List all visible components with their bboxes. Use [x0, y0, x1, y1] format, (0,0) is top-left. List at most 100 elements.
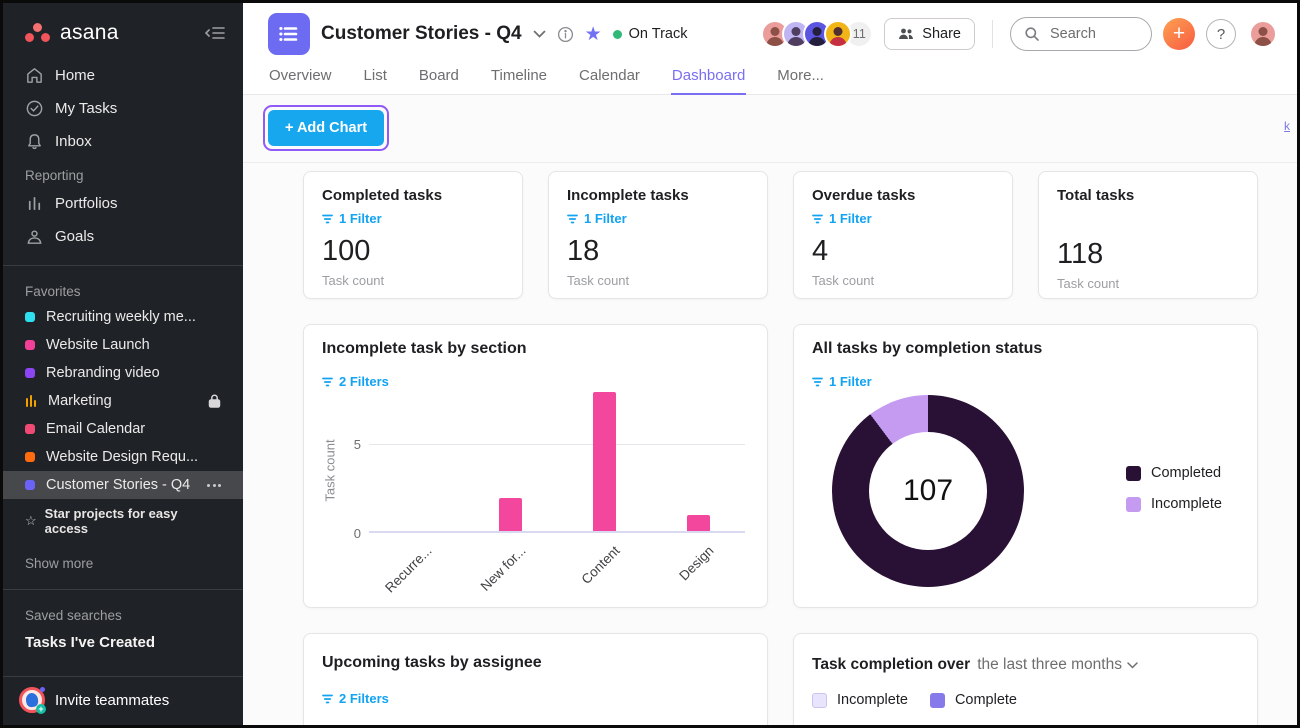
card-title: Total tasks — [1057, 187, 1135, 204]
x-tick-label: Design — [676, 543, 717, 584]
add-chart-button[interactable]: + Add Chart — [268, 110, 385, 146]
info-icon[interactable] — [557, 26, 574, 43]
search-box[interactable] — [1010, 17, 1152, 51]
sidebar-item-label: Portfolios — [55, 195, 118, 212]
sidebar-item-portfolios[interactable]: Portfolios — [3, 187, 243, 220]
saved-searches-label: Saved searches — [25, 608, 122, 623]
saved-search-tasks-created[interactable]: Tasks I've Created — [25, 634, 156, 651]
stat-card-completed: Completed tasks 1 Filter 100 Task count — [303, 171, 523, 299]
favorite-item-website-launch[interactable]: Website Launch — [3, 331, 243, 359]
legend-swatch — [812, 692, 827, 708]
search-input[interactable] — [1048, 25, 1138, 43]
chart-title: Upcoming tasks by assignee — [322, 654, 542, 671]
project-icon[interactable] — [268, 13, 310, 55]
tab-overview[interactable]: Overview — [269, 67, 332, 84]
star-outline-icon: ☆ — [25, 513, 37, 528]
filter-icon — [812, 377, 823, 386]
bar[interactable] — [687, 515, 710, 533]
donut-ring[interactable]: 107 — [832, 395, 1024, 587]
sidebar-item-label: Inbox — [55, 133, 92, 150]
stat-unit: Task count — [322, 273, 385, 288]
stat-value: 118 — [1057, 238, 1104, 270]
project-color-dot — [25, 480, 35, 490]
donut-chart-card: All tasks by completion status 1 Filter … — [793, 324, 1258, 608]
status-badge[interactable]: On Track — [612, 26, 688, 42]
user-avatar[interactable] — [1249, 20, 1277, 48]
legend-item: Incomplete — [1126, 496, 1222, 512]
tab-more[interactable]: More... — [777, 67, 824, 84]
chart-row: Incomplete task by section 2 Filters Tas… — [303, 324, 1259, 608]
check-circle-icon — [26, 100, 43, 117]
donut-center-value: 107 — [869, 432, 987, 550]
project-color-dot — [25, 312, 35, 322]
favorite-label: Email Calendar — [46, 421, 146, 437]
filter-link[interactable]: 1 Filter — [812, 211, 994, 226]
tab-dashboard[interactable]: Dashboard — [670, 65, 747, 95]
stat-unit: Task count — [812, 273, 875, 288]
favorite-item-customer-stories[interactable]: Customer Stories - Q4 — [3, 471, 243, 499]
y-axis-label: Task count — [322, 439, 338, 502]
more-options-icon[interactable] — [207, 483, 221, 487]
chart-title: All tasks by completion status — [812, 340, 1043, 357]
bar-chart-icon — [26, 395, 36, 407]
sidebar-collapse-icon[interactable] — [205, 25, 225, 41]
project-header: Customer Stories - Q4 ★ On Track 11 — [243, 3, 1297, 65]
help-button[interactable]: ? — [1206, 19, 1236, 49]
member-avatars[interactable]: 11 — [761, 20, 874, 48]
sidebar-item-inbox[interactable]: Inbox — [3, 125, 243, 158]
sidebar-divider — [3, 265, 243, 266]
tab-timeline[interactable]: Timeline — [490, 67, 548, 84]
lock-icon — [208, 394, 221, 408]
dashboard-content: + Add Chart k Completed tasks 1 Filter 1… — [243, 95, 1297, 725]
chevron-down-icon — [1127, 661, 1138, 669]
tab-calendar[interactable]: Calendar — [579, 67, 640, 84]
favorite-label: Marketing — [48, 393, 112, 409]
date-range-dropdown[interactable]: the last three months — [977, 656, 1138, 674]
star-favorite-icon[interactable]: ★ — [584, 23, 602, 45]
add-chart-highlight: + Add Chart — [263, 105, 390, 151]
stat-card-row: Completed tasks 1 Filter 100 Task count … — [303, 171, 1259, 299]
bell-icon — [28, 134, 41, 150]
create-button[interactable]: + — [1163, 18, 1195, 50]
chevron-down-icon[interactable] — [533, 30, 546, 39]
header-divider — [992, 20, 993, 48]
favorite-item-marketing[interactable]: Marketing — [3, 387, 243, 415]
people-icon — [899, 28, 914, 39]
sidebar-item-label: Home — [55, 67, 96, 84]
bar[interactable] — [499, 497, 522, 533]
filter-link[interactable]: 1 Filter — [322, 211, 504, 226]
favorite-item-rebranding[interactable]: Rebranding video — [3, 359, 243, 387]
x-tick-label: Recurre... — [382, 543, 435, 596]
share-label: Share — [922, 26, 961, 42]
favorite-item-website-design[interactable]: Website Design Requ... — [3, 443, 243, 471]
filter-link[interactable]: 1 Filter — [812, 374, 872, 389]
filter-icon — [322, 377, 333, 386]
stat-unit: Task count — [1057, 276, 1120, 291]
stat-value: 18 — [567, 235, 600, 267]
show-more-link[interactable]: Show more — [25, 556, 94, 571]
stat-card-total: Total tasks 118 Task count — [1038, 171, 1258, 299]
stat-card-incomplete: Incomplete tasks 1 Filter 18 Task count — [548, 171, 768, 299]
tab-list[interactable]: List — [363, 67, 387, 84]
truncated-edge-link[interactable]: k — [1284, 119, 1290, 133]
bar[interactable] — [593, 392, 616, 533]
sidebar-item-goals[interactable]: Goals — [3, 220, 243, 253]
sidebar-item-label: Goals — [55, 228, 95, 245]
stat-unit: Task count — [567, 273, 630, 288]
tab-board[interactable]: Board — [418, 67, 459, 84]
favorite-item-email-calendar[interactable]: Email Calendar — [3, 415, 243, 443]
sidebar-item-label: My Tasks — [55, 100, 118, 117]
filter-link[interactable]: 1 Filter — [567, 211, 749, 226]
favorite-item-recruiting[interactable]: Recruiting weekly me... — [3, 303, 243, 331]
status-label: On Track — [628, 26, 688, 42]
share-button[interactable]: Share — [884, 18, 975, 50]
filter-link[interactable]: 2 Filters — [322, 374, 389, 389]
favorite-label: Website Launch — [46, 337, 150, 353]
favorite-label: Website Design Requ... — [46, 449, 199, 465]
chart-title: Incomplete task by section — [322, 340, 527, 357]
sidebar-item-my-tasks[interactable]: My Tasks — [3, 92, 243, 125]
filter-link[interactable]: 2 Filters — [322, 691, 389, 706]
project-color-dot — [25, 452, 35, 462]
sidebar-item-home[interactable]: Home — [3, 59, 243, 92]
invite-teammates-button[interactable]: + Invite teammates — [3, 676, 243, 725]
